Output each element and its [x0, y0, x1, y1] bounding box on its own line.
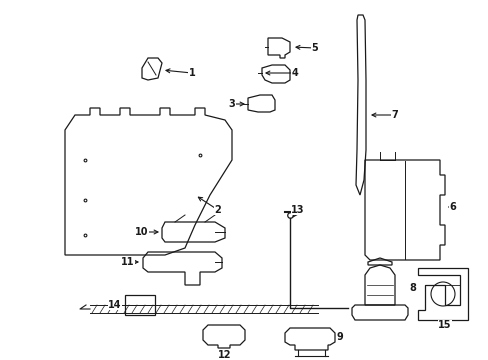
- Text: 12: 12: [218, 350, 231, 360]
- Text: 7: 7: [391, 110, 398, 120]
- Text: 15: 15: [437, 320, 451, 330]
- Text: 1: 1: [188, 68, 195, 78]
- Text: 5: 5: [311, 43, 318, 53]
- Text: 3: 3: [228, 99, 235, 109]
- Text: 10: 10: [135, 227, 148, 237]
- Text: 4: 4: [291, 68, 298, 78]
- Text: 14: 14: [108, 300, 122, 310]
- Text: 6: 6: [448, 202, 455, 212]
- Text: 11: 11: [121, 257, 135, 267]
- Text: 2: 2: [214, 205, 221, 215]
- Text: 13: 13: [291, 205, 304, 215]
- Text: 8: 8: [409, 283, 416, 293]
- Text: 9: 9: [336, 332, 343, 342]
